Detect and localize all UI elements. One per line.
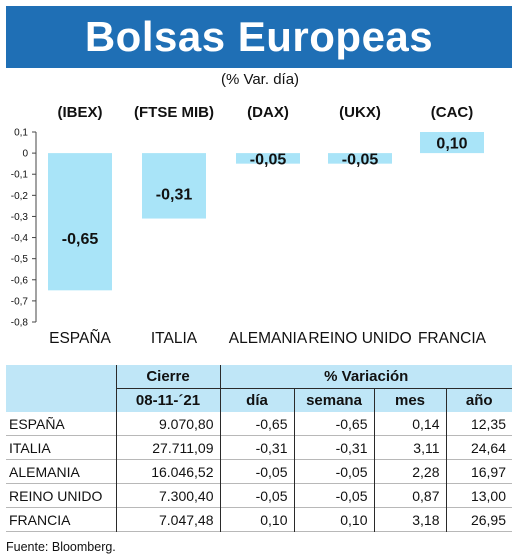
- data-label: -0,65: [62, 231, 99, 248]
- cell-semana: -0,05: [293, 483, 374, 508]
- cell-dia: -0,65: [219, 412, 294, 436]
- header-cierre: Cierre: [115, 365, 220, 389]
- cell-cierre: 9.070,80: [115, 412, 220, 436]
- category-label-alemania: ALEMANIA: [228, 330, 308, 347]
- cell-ano: 12,35: [445, 412, 512, 436]
- y-tick-label: -0,2: [11, 191, 29, 202]
- table-header-row: 08-11-´21 día semana mes año: [6, 388, 512, 412]
- y-tick-label: -0,8: [11, 318, 29, 329]
- cell-dia: -0,05: [219, 483, 294, 508]
- cell-mes: 2,28: [373, 459, 446, 484]
- cell-ano: 13,00: [445, 483, 512, 508]
- cell-dia: -0,31: [219, 435, 294, 460]
- y-tick-label: 0,1: [14, 128, 28, 139]
- cell-cierre: 7.300,40: [115, 483, 220, 508]
- index-label-ibex: (IBEX): [57, 104, 103, 121]
- cell-cierre: 7.047,48: [115, 507, 220, 532]
- cell-cierre: 16.046,52: [115, 459, 220, 484]
- y-tick-label: -0,1: [11, 170, 29, 181]
- cell-ano: 26,95: [445, 507, 512, 532]
- header-semana: semana: [293, 388, 374, 412]
- header-ano: año: [445, 388, 512, 412]
- data-label: 0,10: [436, 136, 467, 153]
- table-row: ESPAÑA 9.070,80 -0,65 -0,65 0,14 12,35: [6, 412, 512, 436]
- cell-semana: -0,65: [293, 412, 374, 436]
- cell-mes: 3,18: [373, 507, 446, 532]
- bar-italia: [142, 153, 206, 219]
- y-tick-label: -0,6: [11, 275, 29, 286]
- data-label: -0,05: [342, 151, 379, 168]
- cell-cierre: 27.711,09: [115, 435, 220, 460]
- index-label-cac: (CAC): [430, 104, 474, 121]
- bar-chart: 0,10-0,1-0,2-0,3-0,4-0,5-0,6-0,7-0,8-0,6…: [11, 128, 484, 329]
- header-variacion: % Variación: [219, 365, 512, 389]
- table-header-blank: [6, 365, 116, 389]
- cell-dia: 0,10: [219, 507, 294, 532]
- table-row: ALEMANIA 16.046,52 -0,05 -0,05 2,28 16,9…: [6, 459, 512, 484]
- bar-alemania: [236, 153, 300, 164]
- cell-ano: 16,97: [445, 459, 512, 484]
- table-row: ITALIA 27.711,09 -0,31 -0,31 3,11 24,64: [6, 435, 512, 460]
- chart-subtitle: (% Var. día): [220, 71, 300, 88]
- table-header-group-row: Cierre % Variación: [6, 365, 512, 389]
- cell-semana: -0,31: [293, 435, 374, 460]
- cell-country: FRANCIA: [9, 511, 71, 528]
- cell-dia: -0,05: [219, 459, 294, 484]
- index-label-ukx: (UKX): [339, 104, 381, 121]
- cell-mes: 0,87: [373, 483, 446, 508]
- cell-country: ESPAÑA: [9, 415, 65, 432]
- bar-españa: [48, 153, 112, 291]
- category-label-italia: ITALIA: [150, 330, 198, 347]
- cell-mes: 0,14: [373, 412, 446, 436]
- header-mes: mes: [373, 388, 446, 412]
- category-label-reino-unido: REINO UNIDO: [308, 330, 412, 347]
- bar-francia: [420, 132, 484, 154]
- cell-country: ALEMANIA: [9, 463, 80, 480]
- table-row: REINO UNIDO 7.300,40 -0,05 -0,05 0,87 13…: [6, 483, 512, 508]
- cell-ano: 24,64: [445, 435, 512, 460]
- cell-semana: -0,05: [293, 459, 374, 484]
- header-dia: día: [219, 388, 294, 412]
- source-note: Fuente: Bloomberg.: [6, 540, 116, 554]
- category-label-espana: ESPAÑA: [49, 330, 111, 347]
- y-tick-label: -0,7: [11, 296, 29, 307]
- cell-semana: 0,10: [293, 507, 374, 532]
- y-tick-label: -0,5: [11, 254, 29, 265]
- data-label: -0,31: [156, 187, 193, 204]
- index-label-ftsemib: (FTSE MIB): [134, 104, 214, 121]
- index-label-dax: (DAX): [247, 104, 289, 121]
- table-header-blank: [6, 388, 116, 412]
- y-tick-label: -0,3: [11, 212, 29, 223]
- cell-country: REINO UNIDO: [9, 487, 103, 504]
- markets-table: Cierre % Variación 08-11-´21 día semana …: [6, 365, 512, 532]
- header-date: 08-11-´21: [115, 388, 220, 412]
- cell-country: ITALIA: [9, 439, 51, 456]
- table-row: FRANCIA 7.047,48 0,10 0,10 3,18 26,95: [6, 507, 512, 532]
- y-tick-label: 0: [22, 149, 28, 160]
- category-label-francia: FRANCIA: [417, 330, 487, 347]
- bar-reino-unido: [328, 153, 392, 164]
- title-banner: Bolsas Europeas: [6, 6, 512, 68]
- y-tick-label: -0,4: [11, 233, 29, 244]
- data-label: -0,05: [250, 151, 287, 168]
- cell-mes: 3,11: [373, 435, 446, 460]
